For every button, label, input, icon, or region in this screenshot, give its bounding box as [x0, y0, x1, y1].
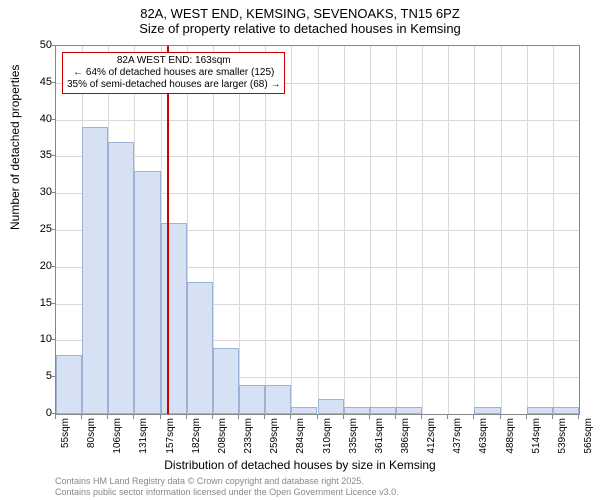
- x-tick-mark: [317, 415, 318, 419]
- histogram-bar: [108, 142, 134, 414]
- histogram-bar: [318, 399, 344, 414]
- footer-line2: Contains public sector information licen…: [55, 487, 399, 498]
- x-tick-mark: [55, 415, 56, 419]
- x-tick-mark: [343, 415, 344, 419]
- x-tick-label: 131sqm: [138, 418, 149, 458]
- y-tick-mark: [51, 155, 55, 156]
- grid-line-v: [265, 46, 266, 414]
- x-tick-label: 335sqm: [348, 418, 359, 458]
- x-tick-mark: [552, 415, 553, 419]
- grid-line-v: [344, 46, 345, 414]
- y-tick-mark: [51, 339, 55, 340]
- x-tick-mark: [526, 415, 527, 419]
- x-axis-label: Distribution of detached houses by size …: [0, 458, 600, 472]
- histogram-bar: [239, 385, 265, 414]
- y-tick-mark: [51, 229, 55, 230]
- x-tick-mark: [238, 415, 239, 419]
- x-tick-label: 310sqm: [322, 418, 333, 458]
- histogram-bar: [161, 223, 187, 414]
- x-tick-mark: [81, 415, 82, 419]
- x-tick-label: 55sqm: [60, 418, 71, 458]
- grid-line-v: [527, 46, 528, 414]
- x-tick-mark: [264, 415, 265, 419]
- grid-line-v: [318, 46, 319, 414]
- x-tick-label: 157sqm: [165, 418, 176, 458]
- x-tick-mark: [447, 415, 448, 419]
- grid-line-v: [396, 46, 397, 414]
- histogram-bar: [291, 407, 317, 414]
- x-tick-mark: [369, 415, 370, 419]
- histogram-bar: [344, 407, 370, 414]
- x-tick-mark: [290, 415, 291, 419]
- y-tick-mark: [51, 82, 55, 83]
- grid-line-v: [239, 46, 240, 414]
- histogram-bar: [187, 282, 213, 414]
- x-tick-label: 208sqm: [217, 418, 228, 458]
- y-tick-mark: [51, 45, 55, 46]
- grid-line-v: [501, 46, 502, 414]
- annotation-box: 82A WEST END: 163sqm← 64% of detached ho…: [62, 52, 285, 94]
- x-tick-mark: [186, 415, 187, 419]
- x-tick-label: 514sqm: [531, 418, 542, 458]
- histogram-bar: [265, 385, 291, 414]
- x-tick-label: 488sqm: [505, 418, 516, 458]
- histogram-bar: [134, 171, 160, 414]
- x-tick-label: 106sqm: [112, 418, 123, 458]
- x-tick-label: 80sqm: [86, 418, 97, 458]
- x-tick-mark: [160, 415, 161, 419]
- x-tick-mark: [578, 415, 579, 419]
- grid-line-v: [553, 46, 554, 414]
- y-tick-mark: [51, 119, 55, 120]
- histogram-bar: [553, 407, 579, 414]
- y-tick-mark: [51, 413, 55, 414]
- chart-title-main: 82A, WEST END, KEMSING, SEVENOAKS, TN15 …: [0, 0, 600, 21]
- annotation-line: ← 64% of detached houses are smaller (12…: [67, 67, 280, 79]
- histogram-bar: [396, 407, 422, 414]
- footer-attribution: Contains HM Land Registry data © Crown c…: [55, 476, 399, 498]
- y-tick-mark: [51, 376, 55, 377]
- x-tick-mark: [212, 415, 213, 419]
- histogram-bar: [474, 407, 500, 414]
- y-tick-mark: [51, 192, 55, 193]
- x-tick-label: 259sqm: [269, 418, 280, 458]
- x-tick-label: 182sqm: [191, 418, 202, 458]
- grid-line-v: [370, 46, 371, 414]
- x-tick-mark: [395, 415, 396, 419]
- x-tick-mark: [107, 415, 108, 419]
- chart-container: 82A, WEST END, KEMSING, SEVENOAKS, TN15 …: [0, 0, 600, 500]
- x-tick-label: 361sqm: [374, 418, 385, 458]
- x-tick-label: 539sqm: [557, 418, 568, 458]
- grid-line-v: [291, 46, 292, 414]
- x-tick-label: 565sqm: [583, 418, 594, 458]
- y-axis-label: Number of detached properties: [8, 65, 22, 230]
- x-tick-mark: [421, 415, 422, 419]
- reference-line: [167, 46, 169, 414]
- x-tick-label: 412sqm: [426, 418, 437, 458]
- x-tick-label: 284sqm: [295, 418, 306, 458]
- x-tick-mark: [473, 415, 474, 419]
- x-tick-label: 386sqm: [400, 418, 411, 458]
- histogram-bar: [82, 127, 108, 414]
- annotation-line: 35% of semi-detached houses are larger (…: [67, 79, 280, 91]
- histogram-bar: [213, 348, 239, 414]
- y-tick-mark: [51, 266, 55, 267]
- x-tick-mark: [500, 415, 501, 419]
- x-tick-label: 463sqm: [478, 418, 489, 458]
- chart-title-sub: Size of property relative to detached ho…: [0, 21, 600, 36]
- x-tick-label: 233sqm: [243, 418, 254, 458]
- footer-line1: Contains HM Land Registry data © Crown c…: [55, 476, 399, 487]
- histogram-bar: [527, 407, 553, 414]
- histogram-bar: [370, 407, 396, 414]
- x-tick-mark: [133, 415, 134, 419]
- x-tick-label: 437sqm: [452, 418, 463, 458]
- grid-line-v: [474, 46, 475, 414]
- histogram-bar: [56, 355, 82, 414]
- grid-line-v: [422, 46, 423, 414]
- annotation-line: 82A WEST END: 163sqm: [67, 55, 280, 67]
- grid-line-v: [448, 46, 449, 414]
- y-tick-mark: [51, 303, 55, 304]
- plot-area: 82A WEST END: 163sqm← 64% of detached ho…: [55, 45, 580, 415]
